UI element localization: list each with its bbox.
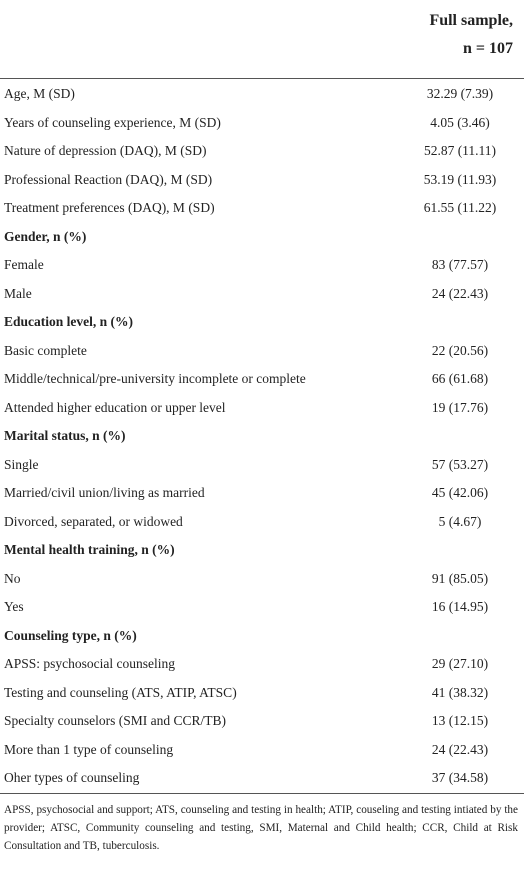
row-value: 24 (22.43) (431, 741, 489, 757)
table-row: Divorced, separated, or widowed 5 (4.67) (0, 508, 524, 537)
table-header: Full sample, n = 107 (0, 0, 524, 79)
table-row: Basic complete 22 (20.56) (0, 337, 524, 366)
table-row: Age, M (SD) 32.29 (7.39) (0, 80, 524, 109)
row-value: 13 (12.15) (431, 713, 489, 728)
row-label: Male (4, 285, 32, 301)
table-row: Male 24 (22.43) (0, 280, 524, 309)
row-value: 41 (38.32) (431, 684, 489, 700)
row-value: 22 (20.56) (431, 342, 489, 358)
row-label: Oher types of counseling (4, 770, 140, 785)
section-label: Marital status, n (%) (4, 428, 126, 443)
section-row: Mental health training, n (%) (0, 536, 524, 565)
section-label: Gender, n (%) (4, 228, 87, 244)
section-label: Education level, n (%) (4, 314, 134, 329)
table-row: APSS: psychosocial counseling 29 (27.10) (0, 650, 524, 679)
column-header: n = 107 (462, 40, 513, 57)
section-label: Counseling type, n (%) (4, 627, 137, 643)
row-value: 53.19 (11.93) (423, 171, 497, 187)
table-row: Middle/technical/pre-university incomple… (0, 365, 524, 394)
row-label: More than 1 type of counseling (4, 741, 174, 757)
table-row: Professional Reaction (DAQ), M (SD) 53.19… (0, 166, 524, 195)
row-value: 29 (27.10) (431, 656, 489, 671)
table-row: Attended higher education or upper level… (0, 394, 524, 423)
section-row: Education level, n (%) (0, 308, 524, 337)
table-row: Single 57 (53.27) (0, 451, 524, 480)
row-label: Specialty counselors (SMI and CCR/TB) (4, 713, 226, 728)
row-label: Years of counseling experience, M (SD) (4, 114, 221, 130)
row-label: Divorced, separated, or widowed (4, 513, 183, 529)
row-value: 37 (34.58) (431, 770, 489, 785)
row-value: 32.29 (7.39) (426, 86, 494, 101)
table-row: Nature of depression (DAQ), M (SD) 52.87 … (0, 137, 524, 166)
table-row: Married/civil union/living as married 45 … (0, 479, 524, 508)
table-row: Testing and counseling (ATS, ATIP, ATSC)… (0, 679, 524, 708)
row-value: 5 (4.67) (438, 513, 482, 529)
table-row: Female 83 (77.57) (0, 251, 524, 280)
row-value: 91 (85.05) (431, 570, 489, 586)
section-row: Gender, n (%) (0, 223, 524, 252)
table-row: No 91 (85.05) (0, 565, 524, 594)
row-value: 4.05 (3.46) (430, 114, 490, 130)
table-row: Treatment preferences (DAQ), M (SD) 61.55… (0, 194, 524, 223)
footnote: APSS, psychosocial and support; ATS, cou… (4, 804, 518, 852)
row-value: 24 (22.43) (431, 285, 489, 301)
row-label: Attended higher education or upper level (4, 399, 226, 415)
table-row: Specialty counselors (SMI and CCR/TB) 13 … (0, 707, 524, 736)
section-row: Counseling type, n (%) (0, 622, 524, 651)
row-value: 66 (61.68) (431, 371, 489, 386)
row-label: APSS: psychosocial counseling (4, 656, 175, 671)
row-label: Yes (4, 599, 24, 614)
row-label: Basic complete (4, 342, 87, 358)
row-label: Professional Reaction (DAQ), M (SD) (4, 171, 213, 187)
row-label: Age, M (SD) (4, 86, 75, 101)
row-label: Middle/technical/pre-university incomple… (4, 371, 306, 386)
row-label: Married/civil union/living as married (4, 485, 205, 500)
bottom-rule (0, 793, 524, 794)
row-value: 61.55 (11.22) (423, 200, 497, 215)
row-value: 16 (14.95) (431, 599, 489, 614)
column-header: Full sample, (429, 12, 513, 29)
row-value: 19 (17.76) (431, 399, 489, 415)
table-row: Yes 16 (14.95) (0, 593, 524, 622)
row-value: 83 (77.57) (431, 257, 489, 272)
section-row: Marital status, n (%) (0, 422, 524, 451)
row-value: 52.87 (11.11) (423, 143, 497, 158)
table-row: Years of counseling experience, M (SD) 4.… (0, 109, 524, 138)
row-label: Nature of depression (DAQ), M (SD) (4, 143, 207, 158)
row-label: Testing and counseling (ATS, ATIP, ATSC) (4, 684, 237, 700)
table-body: Age, M (SD) 32.29 (7.39) Years of counseli… (0, 80, 524, 793)
table-row: Oher types of counseling 37 (34.58) (0, 764, 524, 793)
table-row: More than 1 type of counseling 24 (22.43) (0, 736, 524, 765)
row-value: 57 (53.27) (431, 456, 489, 472)
row-label: Single (4, 456, 39, 472)
row-value: 45 (42.06) (431, 485, 489, 500)
section-label: Mental health training, n (%) (4, 542, 175, 557)
row-label: No (4, 570, 21, 586)
row-label: Treatment preferences (DAQ), M (SD) (4, 200, 215, 215)
row-label: Female (4, 257, 44, 272)
